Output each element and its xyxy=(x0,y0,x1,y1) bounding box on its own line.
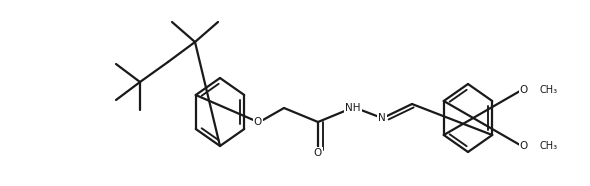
Text: CH₃: CH₃ xyxy=(540,85,558,95)
Text: CH₃: CH₃ xyxy=(540,141,558,151)
Text: N: N xyxy=(378,113,386,123)
Text: NH: NH xyxy=(345,103,360,113)
Text: O: O xyxy=(314,148,322,158)
Text: O: O xyxy=(520,141,528,151)
Text: O: O xyxy=(254,117,262,127)
Text: O: O xyxy=(520,85,528,95)
